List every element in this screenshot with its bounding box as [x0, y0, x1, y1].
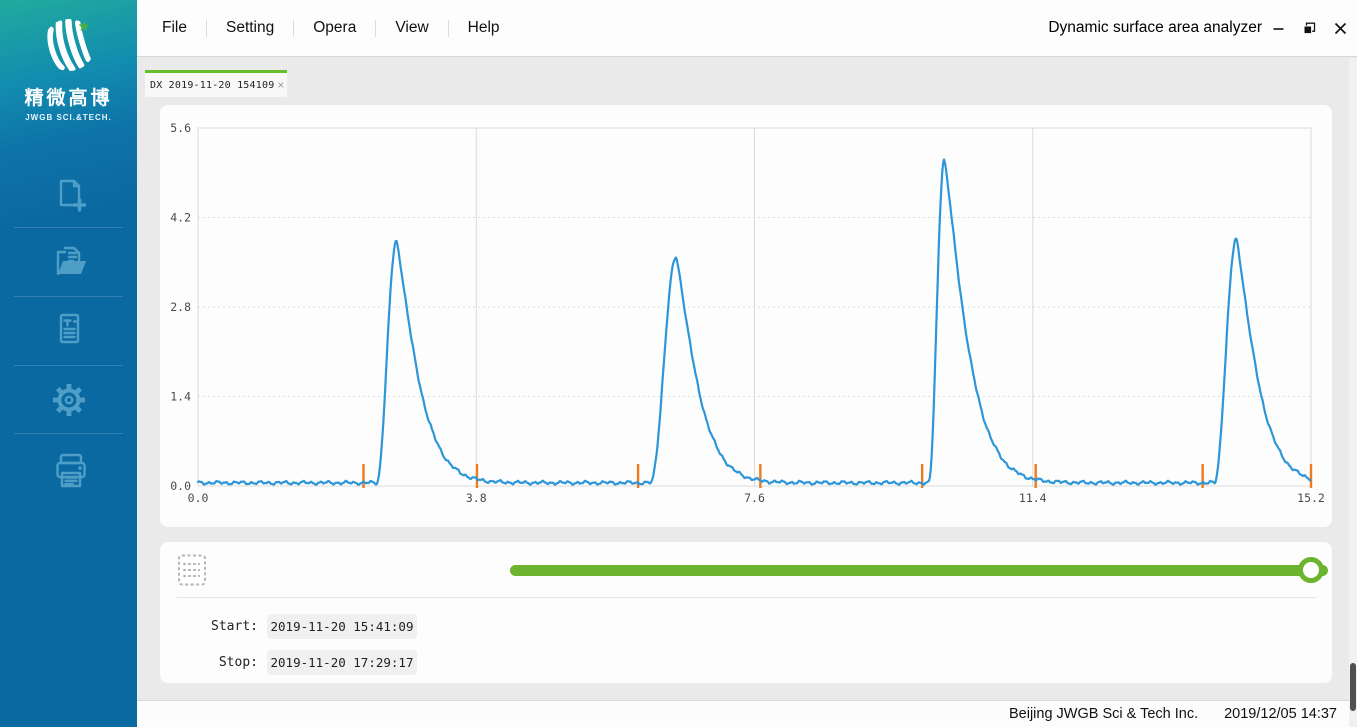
window-title: Dynamic surface area analyzer: [1048, 19, 1262, 36]
star-icon: [78, 20, 89, 31]
sidebar-item-settings[interactable]: [0, 376, 137, 424]
stop-time-value: 2019-11-20 17:29:17: [267, 650, 417, 675]
svg-text:0.0: 0.0: [170, 479, 191, 493]
data-list-button[interactable]: [177, 554, 209, 586]
status-bar: Beijing JWGB Sci & Tech Inc. 2019/12/05 …: [137, 700, 1357, 727]
minimize-button[interactable]: [1266, 16, 1290, 40]
close-button[interactable]: [1328, 16, 1352, 40]
sidebar-divider: [14, 296, 123, 297]
sidebar-item-open-file[interactable]: [0, 238, 137, 286]
menu-bar: File Setting Opera View Help: [162, 0, 519, 56]
brand-name-en: JWGB SCI.&TECH.: [25, 113, 112, 122]
tab-close-icon[interactable]: ×: [277, 78, 285, 92]
status-company: Beijing JWGB Sci & Tech Inc.: [1009, 706, 1199, 722]
close-icon: [1334, 22, 1346, 34]
sidebar-item-report[interactable]: [0, 306, 137, 354]
minimize-icon: [1273, 27, 1283, 30]
window-controls: [1266, 0, 1352, 56]
progress-slider-track[interactable]: [510, 565, 1328, 576]
menu-setting[interactable]: Setting: [225, 19, 275, 36]
list-icon: [178, 554, 206, 586]
content-area: DX 2019-11-20 154109 × 0.0 1.4 2.8 4.2 5.6 0.…: [137, 58, 1357, 700]
sidebar-divider: [14, 365, 123, 366]
svg-text:2.8: 2.8: [170, 300, 191, 314]
svg-text:11.4: 11.4: [1019, 491, 1047, 505]
open-folder-icon: [56, 246, 86, 276]
stop-time-row: Stop: 2019-11-20 17:29:17: [200, 650, 417, 675]
svg-text:0.0: 0.0: [188, 491, 209, 505]
start-label: Start:: [211, 619, 258, 634]
svg-text:4.2: 4.2: [170, 211, 191, 225]
new-file-icon: [59, 179, 86, 212]
start-time-row: Start: 2019-11-20 15:41:09: [200, 614, 417, 639]
sidebar: 精微高博 JWGB SCI.&TECH.: [0, 0, 137, 727]
brand-name-cn: 精微高博: [24, 88, 113, 109]
svg-text:7.6: 7.6: [744, 491, 765, 505]
scrollbar-thumb[interactable]: [1350, 663, 1356, 711]
scrollbar-track[interactable]: [1349, 58, 1357, 727]
brand: 精微高博 JWGB SCI.&TECH.: [0, 16, 137, 122]
menu-view[interactable]: View: [395, 19, 429, 36]
svg-text:1.4: 1.4: [170, 390, 191, 404]
report-document-icon: [59, 313, 79, 344]
restore-icon: [1303, 22, 1315, 34]
svg-text:5.6: 5.6: [170, 121, 191, 135]
menu-divider: [293, 19, 295, 37]
restore-button[interactable]: [1297, 16, 1321, 40]
svg-text:15.2: 15.2: [1297, 491, 1325, 505]
sidebar-divider: [14, 227, 123, 228]
titlebar: File Setting Opera View Help Dynamic sur…: [137, 0, 1357, 57]
menu-divider: [205, 19, 207, 37]
sidebar-item-print[interactable]: [0, 446, 137, 494]
sidebar-item-new-record[interactable]: [0, 172, 137, 220]
progress-slider-thumb[interactable]: [1298, 557, 1324, 583]
tab-dataset[interactable]: DX 2019-11-20 154109 ×: [145, 70, 287, 97]
tab-label: DX 2019-11-20 154109: [150, 79, 275, 91]
sidebar-divider: [14, 433, 123, 434]
panel-divider: [177, 597, 1317, 598]
chart-panel: 0.0 1.4 2.8 4.2 5.6 0.0 3.8 7.6 11.4 15.2: [160, 105, 1332, 527]
stop-label: Stop:: [218, 655, 258, 670]
start-time-value: 2019-11-20 15:41:09: [267, 614, 417, 639]
signal-chart: 0.0 1.4 2.8 4.2 5.6 0.0 3.8 7.6 11.4 15.2: [170, 121, 1325, 505]
menu-opera[interactable]: Opera: [313, 19, 357, 36]
jwgb-globe-logo: [46, 17, 91, 73]
playback-panel: Start: 2019-11-20 15:41:09 Stop: 2019-11…: [160, 542, 1332, 683]
printer-icon: [55, 453, 86, 488]
svg-text:3.8: 3.8: [466, 491, 487, 505]
menu-help[interactable]: Help: [467, 19, 500, 36]
menu-divider: [375, 19, 377, 37]
menu-divider: [447, 19, 449, 37]
menu-file[interactable]: File: [162, 19, 187, 36]
status-datetime: 2019/12/05 14:37: [1224, 706, 1337, 722]
gear-icon: [52, 384, 85, 416]
